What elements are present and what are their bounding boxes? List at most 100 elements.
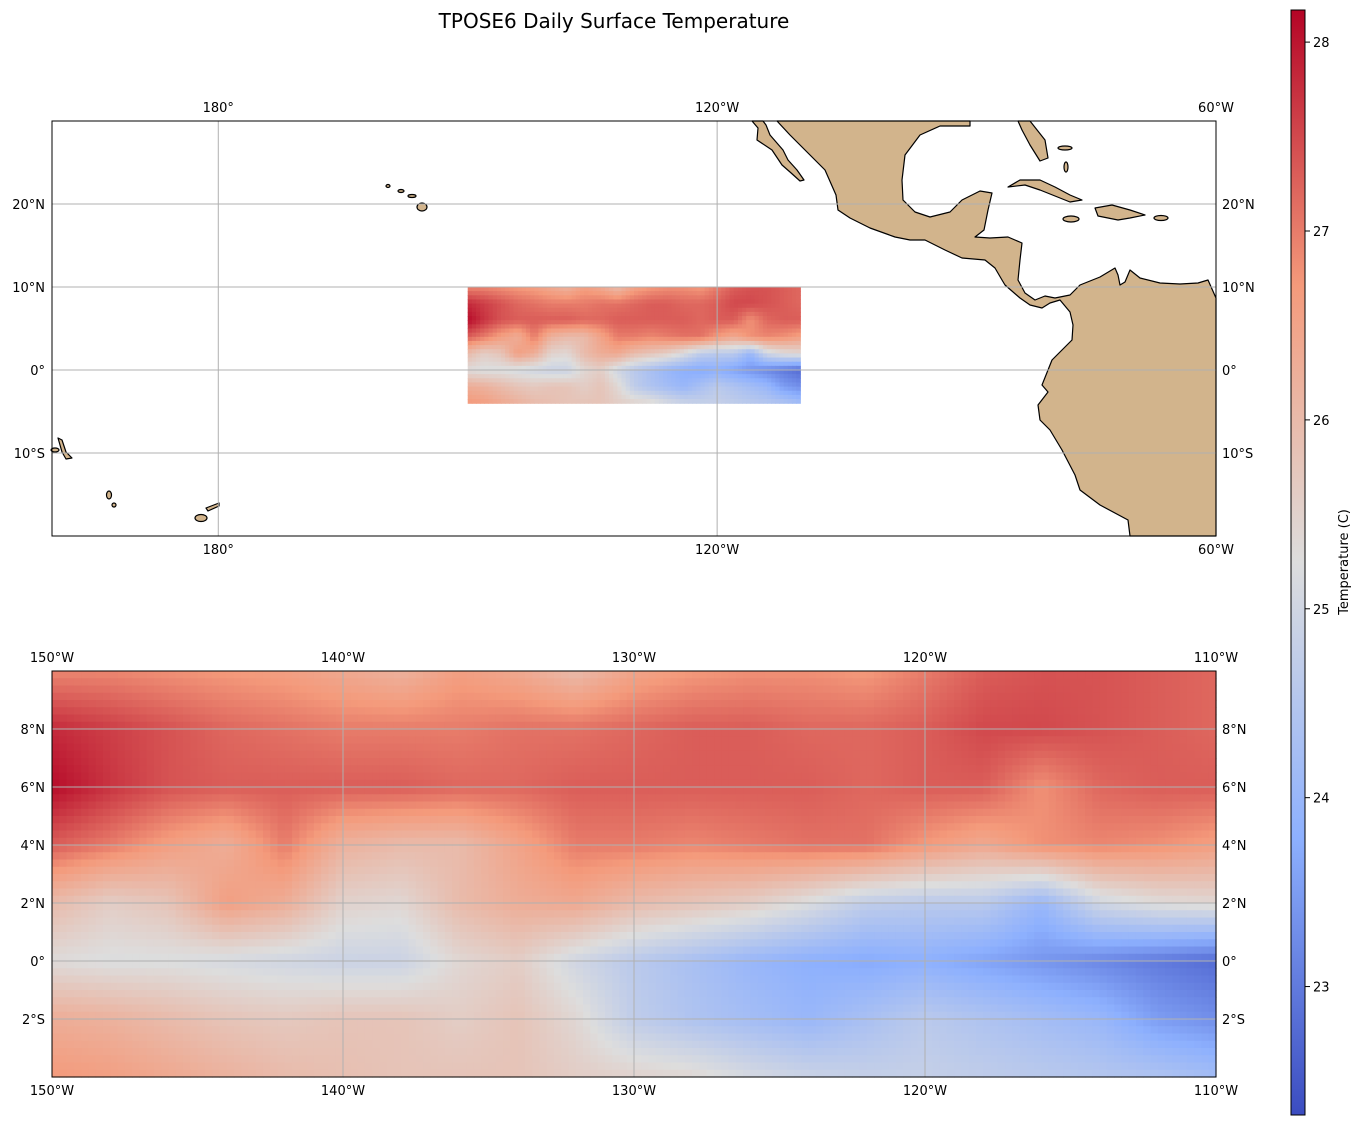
heat-cell <box>567 378 572 383</box>
heat-cell <box>759 362 764 367</box>
heat-cell <box>328 729 336 737</box>
heat-cell <box>845 744 853 752</box>
heat-cell <box>416 765 424 773</box>
heat-cell <box>729 671 737 679</box>
heat-cell <box>1129 780 1137 788</box>
lon-tick-label-top: 120°W <box>695 101 739 116</box>
heat-cell <box>576 751 584 759</box>
heat-cell <box>983 744 991 752</box>
heat-cell <box>630 295 635 300</box>
heat-cell <box>270 736 278 744</box>
heat-cell <box>580 316 585 321</box>
heat-cell <box>513 333 518 338</box>
heat-cell <box>74 751 82 759</box>
heat-cell <box>372 744 380 752</box>
heat-cell <box>1041 765 1049 773</box>
heat-cell <box>763 291 768 296</box>
heat-cell <box>307 773 315 781</box>
heat-cell <box>622 349 627 354</box>
heat-cell <box>555 308 560 313</box>
heat-cell <box>651 358 656 363</box>
heat-cell <box>860 744 868 752</box>
heat-cell <box>641 686 649 694</box>
heat-cell <box>1201 671 1209 679</box>
heat-cell <box>590 707 598 715</box>
heat-cell <box>609 308 614 313</box>
heat-cell <box>493 295 498 300</box>
heat-cell <box>518 299 523 304</box>
heat-cell <box>584 291 589 296</box>
heat-cell <box>139 715 147 723</box>
heat-cell <box>539 707 547 715</box>
heat-cell <box>617 341 622 346</box>
heat-cell <box>725 333 730 338</box>
heat-cell <box>592 382 597 387</box>
heat-cell <box>961 751 969 759</box>
heat-cell <box>219 707 227 715</box>
heat-cell <box>563 287 568 292</box>
heat-cell <box>784 287 789 292</box>
heat-cell <box>480 337 485 342</box>
heat-cell <box>1085 678 1093 686</box>
heat-cell <box>1172 758 1180 766</box>
heat-cell <box>567 324 572 329</box>
heat-cell <box>809 700 817 708</box>
heat-cell <box>583 765 591 773</box>
heat-cell <box>534 395 539 400</box>
heat-cell <box>484 341 489 346</box>
heat-cell <box>532 678 540 686</box>
heat-cell <box>925 758 933 766</box>
heat-cell <box>1012 744 1020 752</box>
heat-cell <box>685 700 693 708</box>
heat-cell <box>476 349 481 354</box>
heat-cell <box>543 304 548 309</box>
heat-cell <box>663 291 668 296</box>
heat-cell <box>576 378 581 383</box>
heat-cell <box>684 395 689 400</box>
heat-cell <box>241 693 249 701</box>
heat-cell <box>663 320 668 325</box>
heat-cell <box>738 295 743 300</box>
heat-cell <box>74 744 82 752</box>
heat-cell <box>147 751 155 759</box>
heat-cell <box>588 287 593 292</box>
heat-cell <box>522 399 527 404</box>
heat-cell <box>655 308 660 313</box>
heat-cell <box>183 787 191 795</box>
heat-cell <box>627 686 635 694</box>
heat-cell <box>497 349 502 354</box>
heat-cell <box>969 765 977 773</box>
heat-cell <box>532 693 540 701</box>
heat-cell <box>742 295 747 300</box>
heat-cell <box>626 308 631 313</box>
heat-cell <box>613 370 618 375</box>
heat-cell <box>667 358 672 363</box>
heat-cell <box>750 374 755 379</box>
heat-cell <box>532 787 540 795</box>
heat-cell <box>678 729 686 737</box>
heat-cell <box>489 686 497 694</box>
heat-cell <box>559 353 564 358</box>
heat-cell <box>489 316 494 321</box>
heat-cell <box>416 780 424 788</box>
heat-cell <box>241 715 249 723</box>
heat-cell <box>746 312 751 317</box>
heat-cell <box>198 671 206 679</box>
heat-cell <box>1209 707 1217 715</box>
heat-cell <box>765 693 773 701</box>
heat-cell <box>1180 780 1188 788</box>
heat-cell <box>438 765 446 773</box>
heat-cell <box>638 304 643 309</box>
heat-cell <box>998 686 1006 694</box>
heat-cell <box>74 693 82 701</box>
heat-cell <box>365 765 373 773</box>
heat-cell <box>605 707 613 715</box>
heat-cell <box>701 370 706 375</box>
heat-cell <box>725 395 730 400</box>
heat-cell <box>896 707 904 715</box>
heat-cell <box>838 736 846 744</box>
heat-cell <box>655 333 660 338</box>
heat-cell <box>1201 780 1209 788</box>
heat-cell <box>147 744 155 752</box>
heat-cell <box>88 700 96 708</box>
